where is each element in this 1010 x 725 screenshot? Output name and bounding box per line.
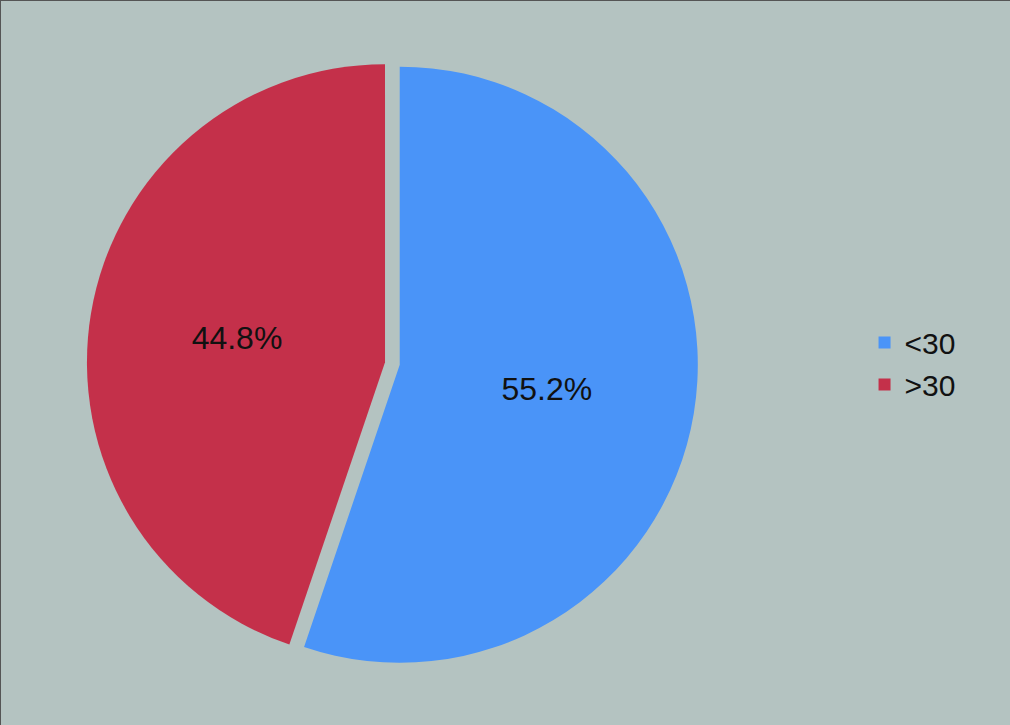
svg-text:<30: <30: [905, 327, 956, 360]
svg-text:55.2%: 55.2%: [501, 371, 592, 407]
svg-text:44.8%: 44.8%: [192, 320, 283, 356]
svg-text:>30: >30: [905, 369, 956, 402]
